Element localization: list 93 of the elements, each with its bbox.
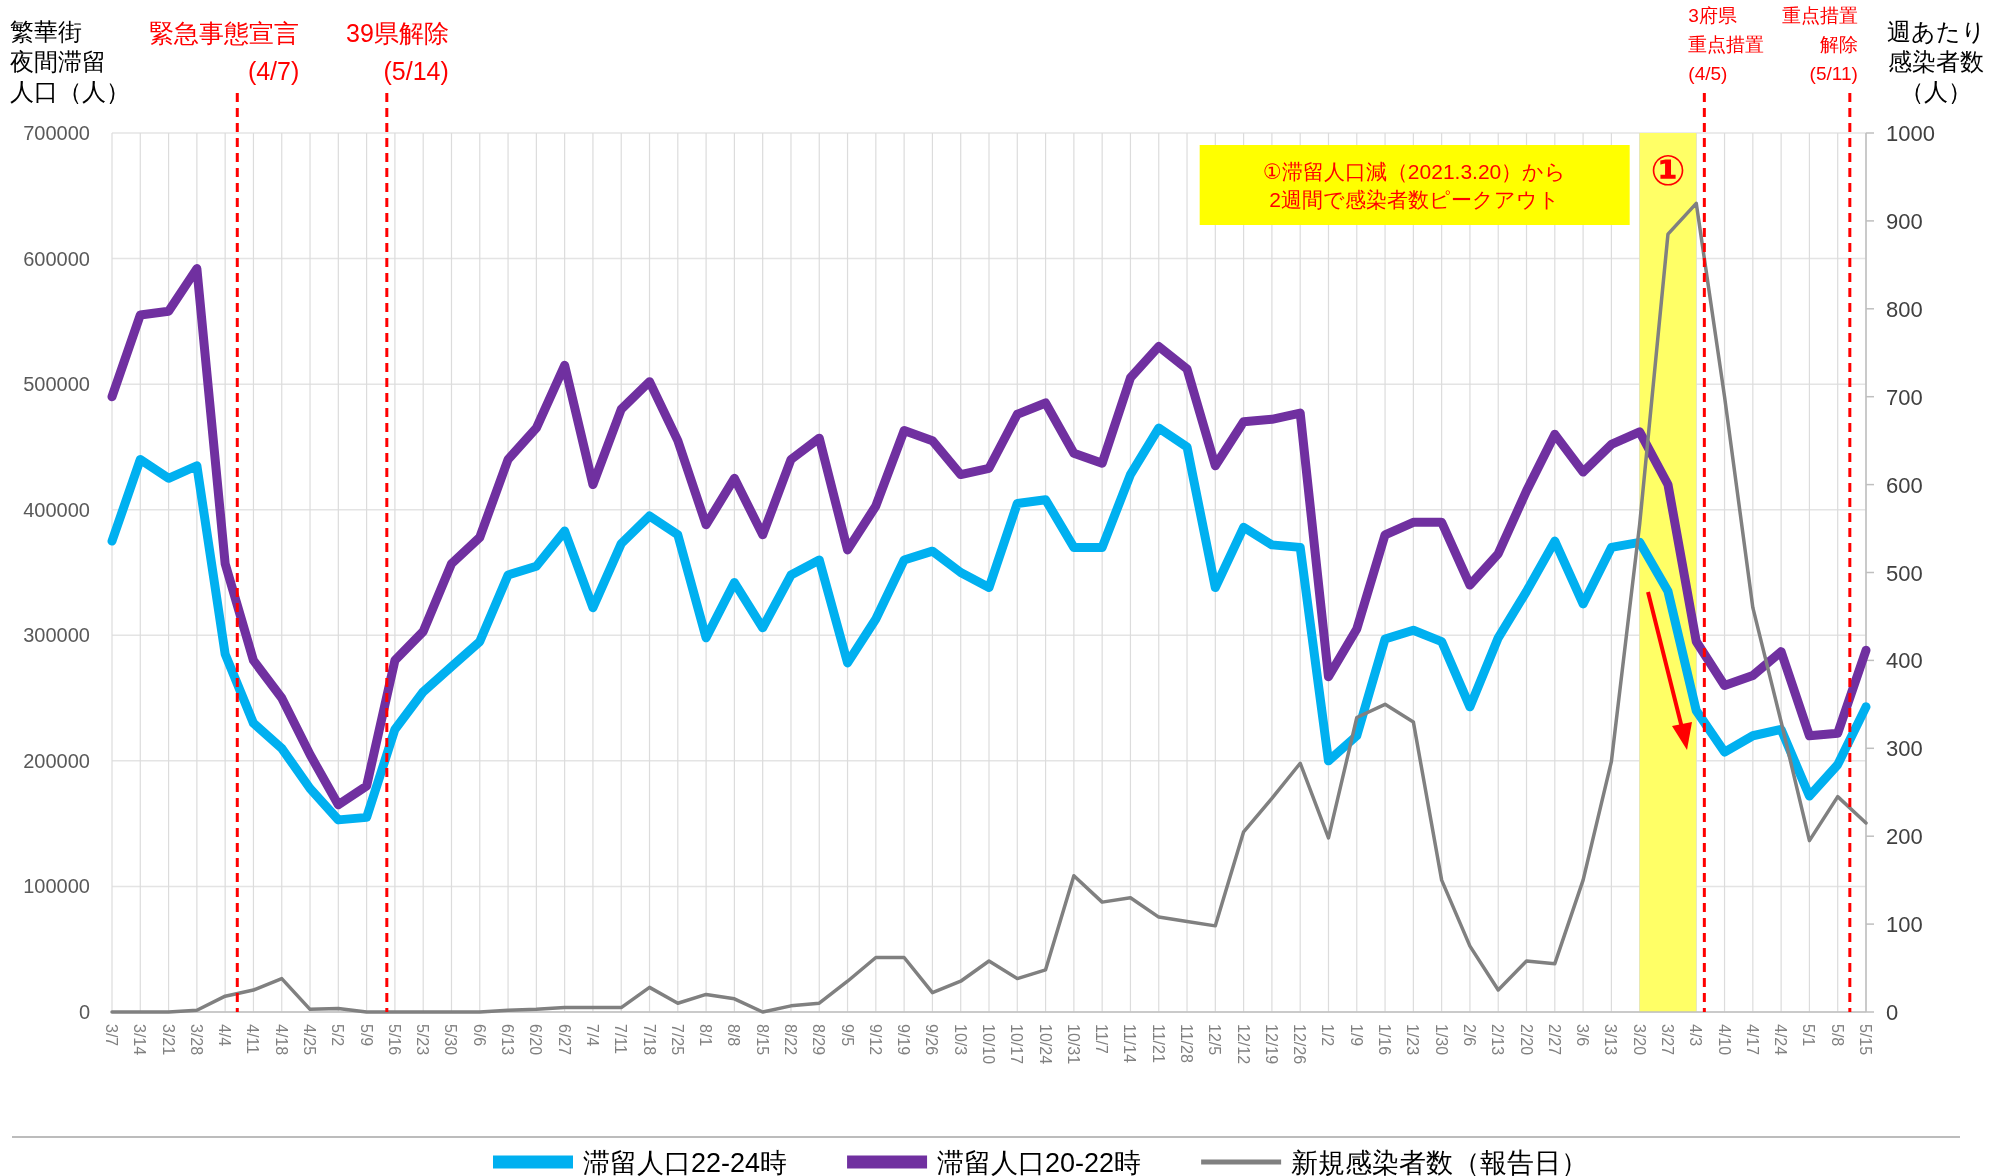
x-tick-label: 5/9 bbox=[357, 1024, 375, 1047]
y2-tick-label: 900 bbox=[1886, 208, 1923, 234]
y2-tick-label: 1000 bbox=[1886, 121, 1935, 146]
ref-line-label: 緊急事態宣言 (4/7) bbox=[149, 19, 300, 85]
x-tick-label: 6/20 bbox=[527, 1024, 545, 1056]
x-tick-label: 10/31 bbox=[1064, 1024, 1082, 1065]
x-tick-label: 9/12 bbox=[866, 1024, 884, 1056]
x-tick-label: 3/7 bbox=[103, 1024, 120, 1047]
y2-tick-label: 400 bbox=[1886, 648, 1923, 674]
ref-line-label: 39県解除 (5/14) bbox=[346, 19, 449, 85]
y2-axis-title: 週あたり感染者数（人） bbox=[1886, 18, 1986, 105]
x-tick-label: 7/11 bbox=[612, 1024, 630, 1055]
x-tick-label: 3/13 bbox=[1602, 1024, 1620, 1056]
x-tick-label: 4/4 bbox=[216, 1024, 234, 1047]
x-tick-label: 7/18 bbox=[640, 1024, 658, 1056]
x-tick-label: 10/24 bbox=[1036, 1024, 1054, 1065]
legend-label: 滞留人口22-24時 bbox=[583, 1148, 788, 1176]
y2-tick-label: 0 bbox=[1886, 1000, 1899, 1025]
x-tick-label: 5/15 bbox=[1857, 1024, 1874, 1056]
y-tick-label: 600000 bbox=[23, 247, 90, 270]
x-tick-label: 3/27 bbox=[1658, 1024, 1676, 1056]
x-tick-label: 8/15 bbox=[753, 1024, 771, 1056]
x-tick-label: 1/9 bbox=[1347, 1024, 1365, 1047]
x-tick-label: 4/18 bbox=[272, 1024, 290, 1056]
x-tick-label: 4/17 bbox=[1743, 1024, 1761, 1056]
x-tick-label: 4/25 bbox=[301, 1024, 319, 1056]
x-tick-label: 8/29 bbox=[810, 1024, 828, 1056]
x-tick-label: 6/27 bbox=[555, 1024, 573, 1056]
x-tick-label: 7/25 bbox=[668, 1024, 686, 1056]
y-tick-label: 300000 bbox=[23, 624, 90, 647]
x-tick-label: 8/1 bbox=[697, 1024, 715, 1047]
x-tick-label: 5/30 bbox=[442, 1024, 460, 1056]
x-tick-label: 5/1 bbox=[1800, 1024, 1818, 1047]
x-tick-label: 5/2 bbox=[329, 1024, 347, 1047]
x-tick-label: 5/8 bbox=[1828, 1024, 1846, 1047]
x-tick-label: 2/6 bbox=[1460, 1024, 1478, 1047]
x-tick-label: 3/28 bbox=[187, 1024, 205, 1056]
ref-line-label: 3府県重点措置 (4/5) bbox=[1688, 5, 1765, 84]
x-tick-label: 5/23 bbox=[414, 1024, 432, 1056]
y-tick-label: 400000 bbox=[23, 498, 90, 521]
y2-tick-label: 600 bbox=[1886, 472, 1923, 498]
x-tick-label: 11/14 bbox=[1121, 1024, 1139, 1063]
x-tick-label: 11/28 bbox=[1178, 1024, 1196, 1063]
x-tick-label: 10/3 bbox=[951, 1024, 969, 1056]
x-tick-label: 3/21 bbox=[159, 1024, 177, 1056]
x-tick-label: 4/24 bbox=[1772, 1024, 1790, 1056]
x-tick-label: 12/5 bbox=[1206, 1024, 1224, 1056]
x-tick-label: 2/20 bbox=[1517, 1024, 1535, 1056]
y2-tick-label: 100 bbox=[1886, 912, 1923, 938]
legend-label: 新規感染者数（報告日） bbox=[1291, 1148, 1589, 1176]
x-tick-label: 11/7 bbox=[1093, 1024, 1111, 1055]
y-axis-title: 繁華街夜間滞留人口（人） bbox=[10, 18, 130, 105]
x-tick-label: 1/30 bbox=[1432, 1024, 1450, 1056]
y-tick-label: 200000 bbox=[23, 749, 90, 772]
x-tick-label: 4/3 bbox=[1687, 1024, 1705, 1047]
x-tick-label: 3/6 bbox=[1574, 1024, 1592, 1047]
x-tick-label: 7/4 bbox=[583, 1024, 601, 1047]
x-tick-label: 2/27 bbox=[1545, 1024, 1563, 1056]
y-tick-label: 700000 bbox=[23, 122, 90, 144]
x-tick-label: 11/21 bbox=[1149, 1024, 1167, 1063]
x-tick-label: 3/20 bbox=[1630, 1024, 1648, 1056]
y2-tick-label: 300 bbox=[1886, 736, 1923, 762]
x-tick-label: 6/13 bbox=[499, 1024, 517, 1056]
y2-tick-label: 200 bbox=[1886, 824, 1923, 850]
x-tick-label: 8/8 bbox=[725, 1024, 743, 1047]
legend-label: 滞留人口20-22時 bbox=[937, 1148, 1142, 1176]
x-tick-label: 3/14 bbox=[131, 1024, 149, 1056]
x-tick-label: 2/13 bbox=[1489, 1024, 1507, 1056]
x-tick-label: 6/6 bbox=[470, 1024, 488, 1047]
x-tick-label: 1/23 bbox=[1404, 1024, 1422, 1056]
y-tick-label: 0 bbox=[78, 1001, 90, 1023]
x-tick-label: 1/16 bbox=[1376, 1024, 1394, 1056]
x-tick-label: 12/26 bbox=[1291, 1024, 1309, 1065]
x-tick-label: 4/11 bbox=[244, 1024, 262, 1055]
x-tick-label: 4/10 bbox=[1715, 1024, 1733, 1056]
x-tick-label: 1/2 bbox=[1319, 1024, 1337, 1047]
x-tick-label: 5/16 bbox=[385, 1024, 403, 1056]
x-tick-label: 10/10 bbox=[980, 1024, 997, 1065]
x-tick-label: 12/19 bbox=[1262, 1024, 1280, 1065]
y2-tick-label: 800 bbox=[1886, 296, 1923, 322]
x-tick-label: 8/22 bbox=[781, 1024, 799, 1056]
x-tick-label: 9/26 bbox=[923, 1024, 941, 1056]
y-tick-label: 500000 bbox=[23, 373, 90, 396]
x-tick-label: 9/19 bbox=[895, 1024, 913, 1056]
y2-tick-label: 500 bbox=[1886, 560, 1923, 586]
y2-tick-label: 700 bbox=[1886, 384, 1923, 410]
band-label: ① bbox=[1650, 147, 1686, 194]
y-tick-label: 100000 bbox=[23, 875, 90, 898]
annotation: ①滞留人口減（2021.3.20）から 2週間で感染者数ピークアウト bbox=[1263, 160, 1567, 211]
ref-line-label: 重点措置解除 (5/11) bbox=[1781, 5, 1858, 84]
x-tick-label: 10/17 bbox=[1008, 1024, 1026, 1065]
x-tick-label: 9/5 bbox=[838, 1024, 856, 1047]
x-tick-label: 12/12 bbox=[1234, 1024, 1252, 1065]
